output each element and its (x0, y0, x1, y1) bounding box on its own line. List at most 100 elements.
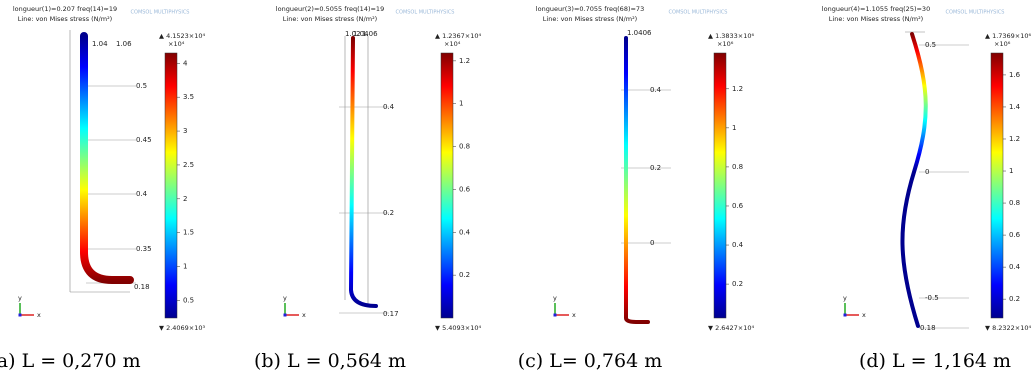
plot-subtitle: Line: von Mises stress (N/m²) (543, 15, 637, 23)
plot-subtitle: Line: von Mises stress (N/m²) (829, 15, 923, 23)
triad-label: x (862, 311, 866, 319)
annotation: 0.2 (383, 209, 394, 217)
colorbar-tick-label: 1 (459, 100, 463, 108)
colorbar-tick-label: 0.2 (459, 271, 470, 279)
colorbar-max: ▲ 4.1523×10⁴ (159, 32, 206, 40)
caption: (c) L= 0,764 m (518, 350, 663, 372)
colorbar-tick-label: 3 (183, 127, 187, 135)
colorbar-max: ▲ 1.7369×10⁶ (985, 32, 1032, 40)
triad-label: x (572, 311, 576, 319)
triad-label: y (283, 294, 287, 302)
annotation: 0.35 (136, 245, 152, 253)
colorbar-tick-label: 0.4 (732, 241, 744, 249)
colorbar-tick-label: 3.5 (183, 93, 194, 101)
triad-label: y (843, 294, 847, 302)
colorbar (440, 52, 454, 319)
colorbar-min: ▼ 8.2322×10⁴ (985, 324, 1032, 332)
annotation: 0.5 (925, 41, 936, 49)
caption: (a) L = 0,270 m (0, 350, 141, 372)
annotation: 0.45 (136, 136, 152, 144)
beam (348, 36, 378, 308)
colorbar-exponent: ×10⁶ (994, 40, 1011, 48)
triad-origin (553, 313, 557, 317)
annotation: 0.2 (650, 164, 661, 172)
colorbar (990, 52, 1004, 319)
plot-title: longueur(4)=1.1055 freq(25)=30 (822, 5, 930, 13)
colorbar-tick-label: 0.6 (732, 202, 744, 210)
logo: COMSOL MULTIPHYSICS (946, 10, 1005, 16)
plot-subtitle: Line: von Mises stress (N/m²) (283, 15, 377, 23)
annotation: 1.02 (345, 30, 361, 38)
triad-origin (843, 313, 847, 317)
colorbar-tick-label: 0.2 (732, 280, 743, 288)
triad-origin (283, 313, 287, 317)
logo: COMSOL MULTIPHYSICS (131, 10, 190, 16)
colorbar-tick-label: 1 (183, 263, 187, 271)
annotation: 0 (650, 239, 654, 247)
logo: COMSOL MULTIPHYSICS (669, 10, 728, 16)
colorbar-tick-label: 0.2 (1009, 295, 1020, 303)
colorbar-tick-label: 2.5 (183, 161, 194, 169)
annotation: 1.04 (92, 40, 108, 48)
annotation: 0 (925, 168, 929, 176)
colorbar-tick-label: 1 (1009, 167, 1013, 175)
annotation: 0.18 (920, 324, 936, 332)
annotation: 0.4 (650, 86, 662, 94)
colorbar-tick-label: 1.6 (1009, 71, 1021, 79)
colorbar-tick-label: 0.4 (1009, 263, 1021, 271)
colorbar-tick-label: 1.2 (732, 85, 743, 93)
colorbar-tick-label: 2 (183, 195, 187, 203)
colorbar-tick-label: 0.4 (459, 228, 471, 236)
colorbar-tick-label: 1.4 (1009, 103, 1021, 111)
triad-label: y (553, 294, 557, 302)
panel: longueur(3)=0.7055 freq(68)=73 Line: von … (518, 5, 755, 372)
colorbar-tick-label: 0.6 (459, 185, 471, 193)
colorbar-min: ▼ 5.4093×10⁴ (435, 324, 482, 332)
colorbar-tick-label: 0.8 (732, 163, 743, 171)
annotation: 1.06 (362, 30, 378, 38)
colorbar-min: ▼ 2.6427×10⁴ (708, 324, 755, 332)
panel: longueur(4)=1.1055 freq(25)=30 Line: von … (822, 5, 1032, 372)
annotation: 1.0406 (627, 29, 652, 37)
colorbar-tick-label: 4 (183, 59, 188, 67)
beam (624, 36, 650, 324)
colorbar (713, 52, 727, 319)
caption: (d) L = 1,164 m (859, 350, 1011, 372)
plot-subtitle: Line: von Mises stress (N/m²) (18, 15, 112, 23)
triad-label: x (302, 311, 306, 319)
annotation: 1.04 (353, 30, 369, 38)
beam (80, 32, 134, 284)
annotation: 0.5 (136, 82, 147, 90)
colorbar-max: ▲ 1.3833×10⁶ (708, 32, 755, 40)
triad-origin (18, 313, 22, 317)
annotation: 0.4 (383, 103, 395, 111)
colorbar-min: ▼ 2.4069×10³ (159, 324, 206, 332)
colorbar-exponent: ×10⁴ (444, 40, 461, 48)
colorbar-tick-label: 0.6 (1009, 231, 1021, 239)
plot-title: longueur(3)=0.7055 freq(68)=73 (536, 5, 644, 13)
colorbar-tick-label: 0.5 (183, 296, 194, 304)
annotation: 0.4 (136, 190, 148, 198)
colorbar (164, 52, 178, 319)
panel: longueur(1)=0.207 freq(14)=19 Line: von M… (0, 5, 206, 372)
colorbar-tick-label: 1 (732, 124, 736, 132)
colorbar-tick-label: 0.8 (459, 143, 470, 151)
panel: longueur(2)=0.5055 freq(14)=19 Line: von … (254, 5, 482, 372)
colorbar-max: ▲ 1.2367×10⁴ (435, 32, 482, 40)
colorbar-exponent: ×10⁴ (168, 40, 185, 48)
annotation: 0.18 (134, 283, 150, 291)
colorbar-tick-label: 1.2 (459, 57, 470, 65)
annotation: -0.5 (925, 294, 939, 302)
colorbar-tick-label: 0.8 (1009, 199, 1020, 207)
colorbar-tick-label: 1.5 (183, 229, 194, 237)
triad-label: x (37, 311, 41, 319)
plot-title: longueur(1)=0.207 freq(14)=19 (13, 5, 117, 13)
colorbar-tick-label: 1.2 (1009, 135, 1020, 143)
beam (900, 32, 928, 328)
annotation: 1.06 (116, 40, 132, 48)
logo: COMSOL MULTIPHYSICS (396, 10, 455, 16)
plot-title: longueur(2)=0.5055 freq(14)=19 (276, 5, 384, 13)
colorbar-exponent: ×10⁶ (717, 40, 734, 48)
annotation: 0.17 (383, 310, 399, 318)
